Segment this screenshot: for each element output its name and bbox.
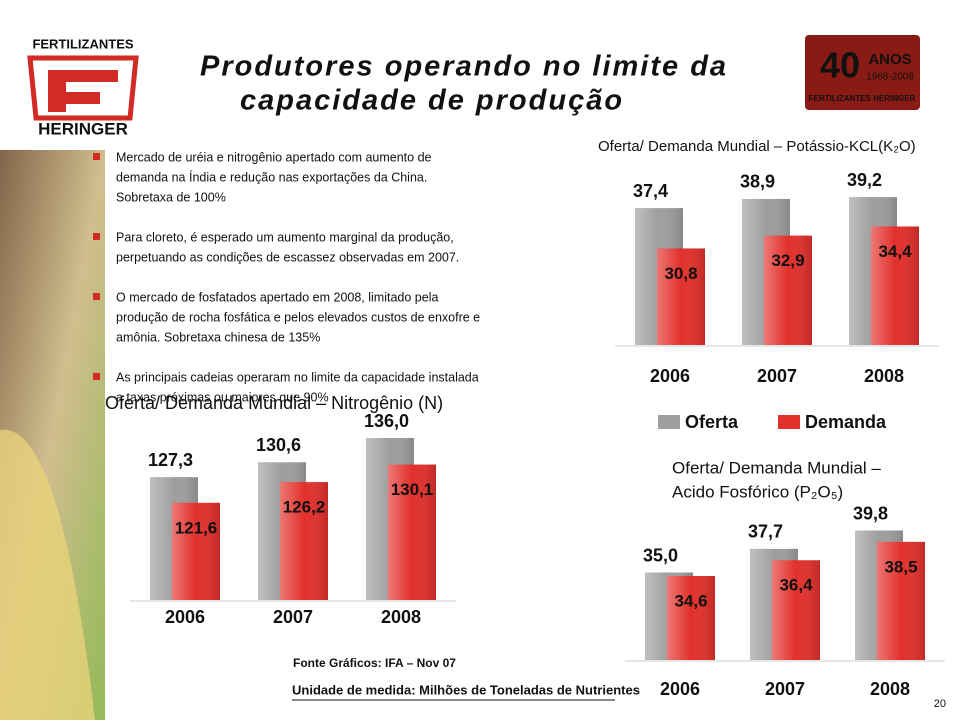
value-label: 38,5: [884, 557, 917, 576]
bullet-text: Sobretaxa de 100%: [116, 190, 226, 204]
title-line: Produtores operando no limite da: [200, 51, 728, 83]
chart-title: Oferta/ Demanda Mundial – Nitrogênio (N): [105, 393, 443, 413]
x-tick-label: 2007: [765, 679, 805, 699]
bar-shade: [772, 560, 820, 660]
value-label: 39,2: [847, 170, 882, 190]
bar-shade: [172, 502, 220, 600]
value-label: 38,9: [740, 172, 775, 192]
bullet-text: a taxas próximas ou maiores que 90%: [116, 390, 329, 404]
brand-bottom: HERINGER: [38, 119, 128, 138]
badge-number: 40: [820, 45, 860, 86]
x-tick-label: 2008: [381, 607, 421, 627]
bullet-text: O mercado de fosfatados apertado em 2008…: [116, 290, 438, 304]
bar-shade: [667, 576, 715, 660]
bar-shade: [388, 464, 436, 600]
unit-note: Unidade de medida: Milhões de Toneladas …: [292, 682, 640, 697]
value-label: 32,9: [771, 251, 804, 270]
legend-swatch: [658, 415, 680, 429]
x-tick-label: 2007: [757, 366, 797, 386]
badge: 40 ANOS 1968-2008 FERTILIZANTES HERINGER: [805, 35, 920, 110]
x-tick-label: 2008: [870, 679, 910, 699]
chart-title: Oferta/ Demanda Mundial –: [672, 458, 881, 477]
bar-shade: [871, 226, 919, 345]
value-label: 121,6: [175, 518, 218, 537]
logo: FERTILIZANTES HERINGER: [27, 36, 139, 138]
bullet-marker: [93, 293, 100, 300]
bullet-text: produção de rocha fosfática e pelos elev…: [116, 310, 480, 324]
badge-years: 1968-2008: [866, 72, 914, 83]
badge-bg: [805, 35, 920, 110]
value-label: 127,3: [148, 450, 193, 470]
value-label: 37,4: [633, 181, 668, 201]
value-label: 34,4: [878, 242, 912, 261]
legend-label: Demanda: [805, 412, 887, 432]
legend-swatch: [778, 415, 800, 429]
chart-title: Acido Fosfórico (P₂O₅): [672, 482, 843, 501]
page-number: 20: [934, 698, 946, 710]
logo-mark: [48, 70, 118, 112]
bullet-text: Mercado de uréia e nitrogênio apertado c…: [116, 150, 432, 164]
value-label: 130,1: [391, 480, 434, 499]
x-tick-label: 2006: [650, 366, 690, 386]
bar-shade: [657, 248, 705, 345]
bullet-text: As principais cadeias operaram no limite…: [116, 370, 479, 384]
value-label: 39,8: [853, 503, 888, 523]
badge-word: ANOS: [868, 51, 911, 68]
bar-shade: [280, 482, 328, 600]
bullet-text: Para cloreto, é esperado um aumento marg…: [116, 230, 454, 244]
legend-label: Oferta: [685, 412, 739, 432]
value-label: 37,7: [748, 522, 783, 542]
x-tick-label: 2006: [660, 679, 700, 699]
value-label: 126,2: [283, 498, 326, 517]
bullet-marker: [93, 153, 100, 160]
value-label: 36,4: [779, 576, 813, 595]
logo-shield: [27, 55, 139, 121]
bullet-marker: [93, 373, 100, 380]
x-tick-label: 2006: [165, 607, 205, 627]
bullet-marker: [93, 233, 100, 240]
bar-shade: [877, 541, 925, 660]
bullet-text: perpetuando as condições de escassez obs…: [116, 250, 459, 264]
value-label: 130,6: [256, 435, 301, 455]
value-label: 34,6: [674, 591, 707, 610]
x-tick-label: 2007: [273, 607, 313, 627]
chart-title: Oferta/ Demanda Mundial – Potássio-KCL(K…: [598, 138, 916, 155]
bullet-text: amônia. Sobretaxa chinesa de 135%: [116, 330, 320, 344]
badge-brand: FERTILIZANTES HERINGER: [809, 94, 916, 103]
background-corn: [0, 429, 95, 720]
bullet-text: demanda na Índia e redução nas exportaçõ…: [116, 169, 427, 184]
brand-top: FERTILIZANTES: [32, 36, 133, 51]
source-note: Fonte Gráficos: IFA – Nov 07: [293, 656, 456, 670]
value-label: 30,8: [664, 264, 697, 283]
title-line: capacidade de produção: [240, 85, 624, 117]
x-tick-label: 2008: [864, 366, 904, 386]
value-label: 136,0: [364, 411, 409, 431]
value-label: 35,0: [643, 545, 678, 565]
bar-shade: [764, 235, 812, 345]
